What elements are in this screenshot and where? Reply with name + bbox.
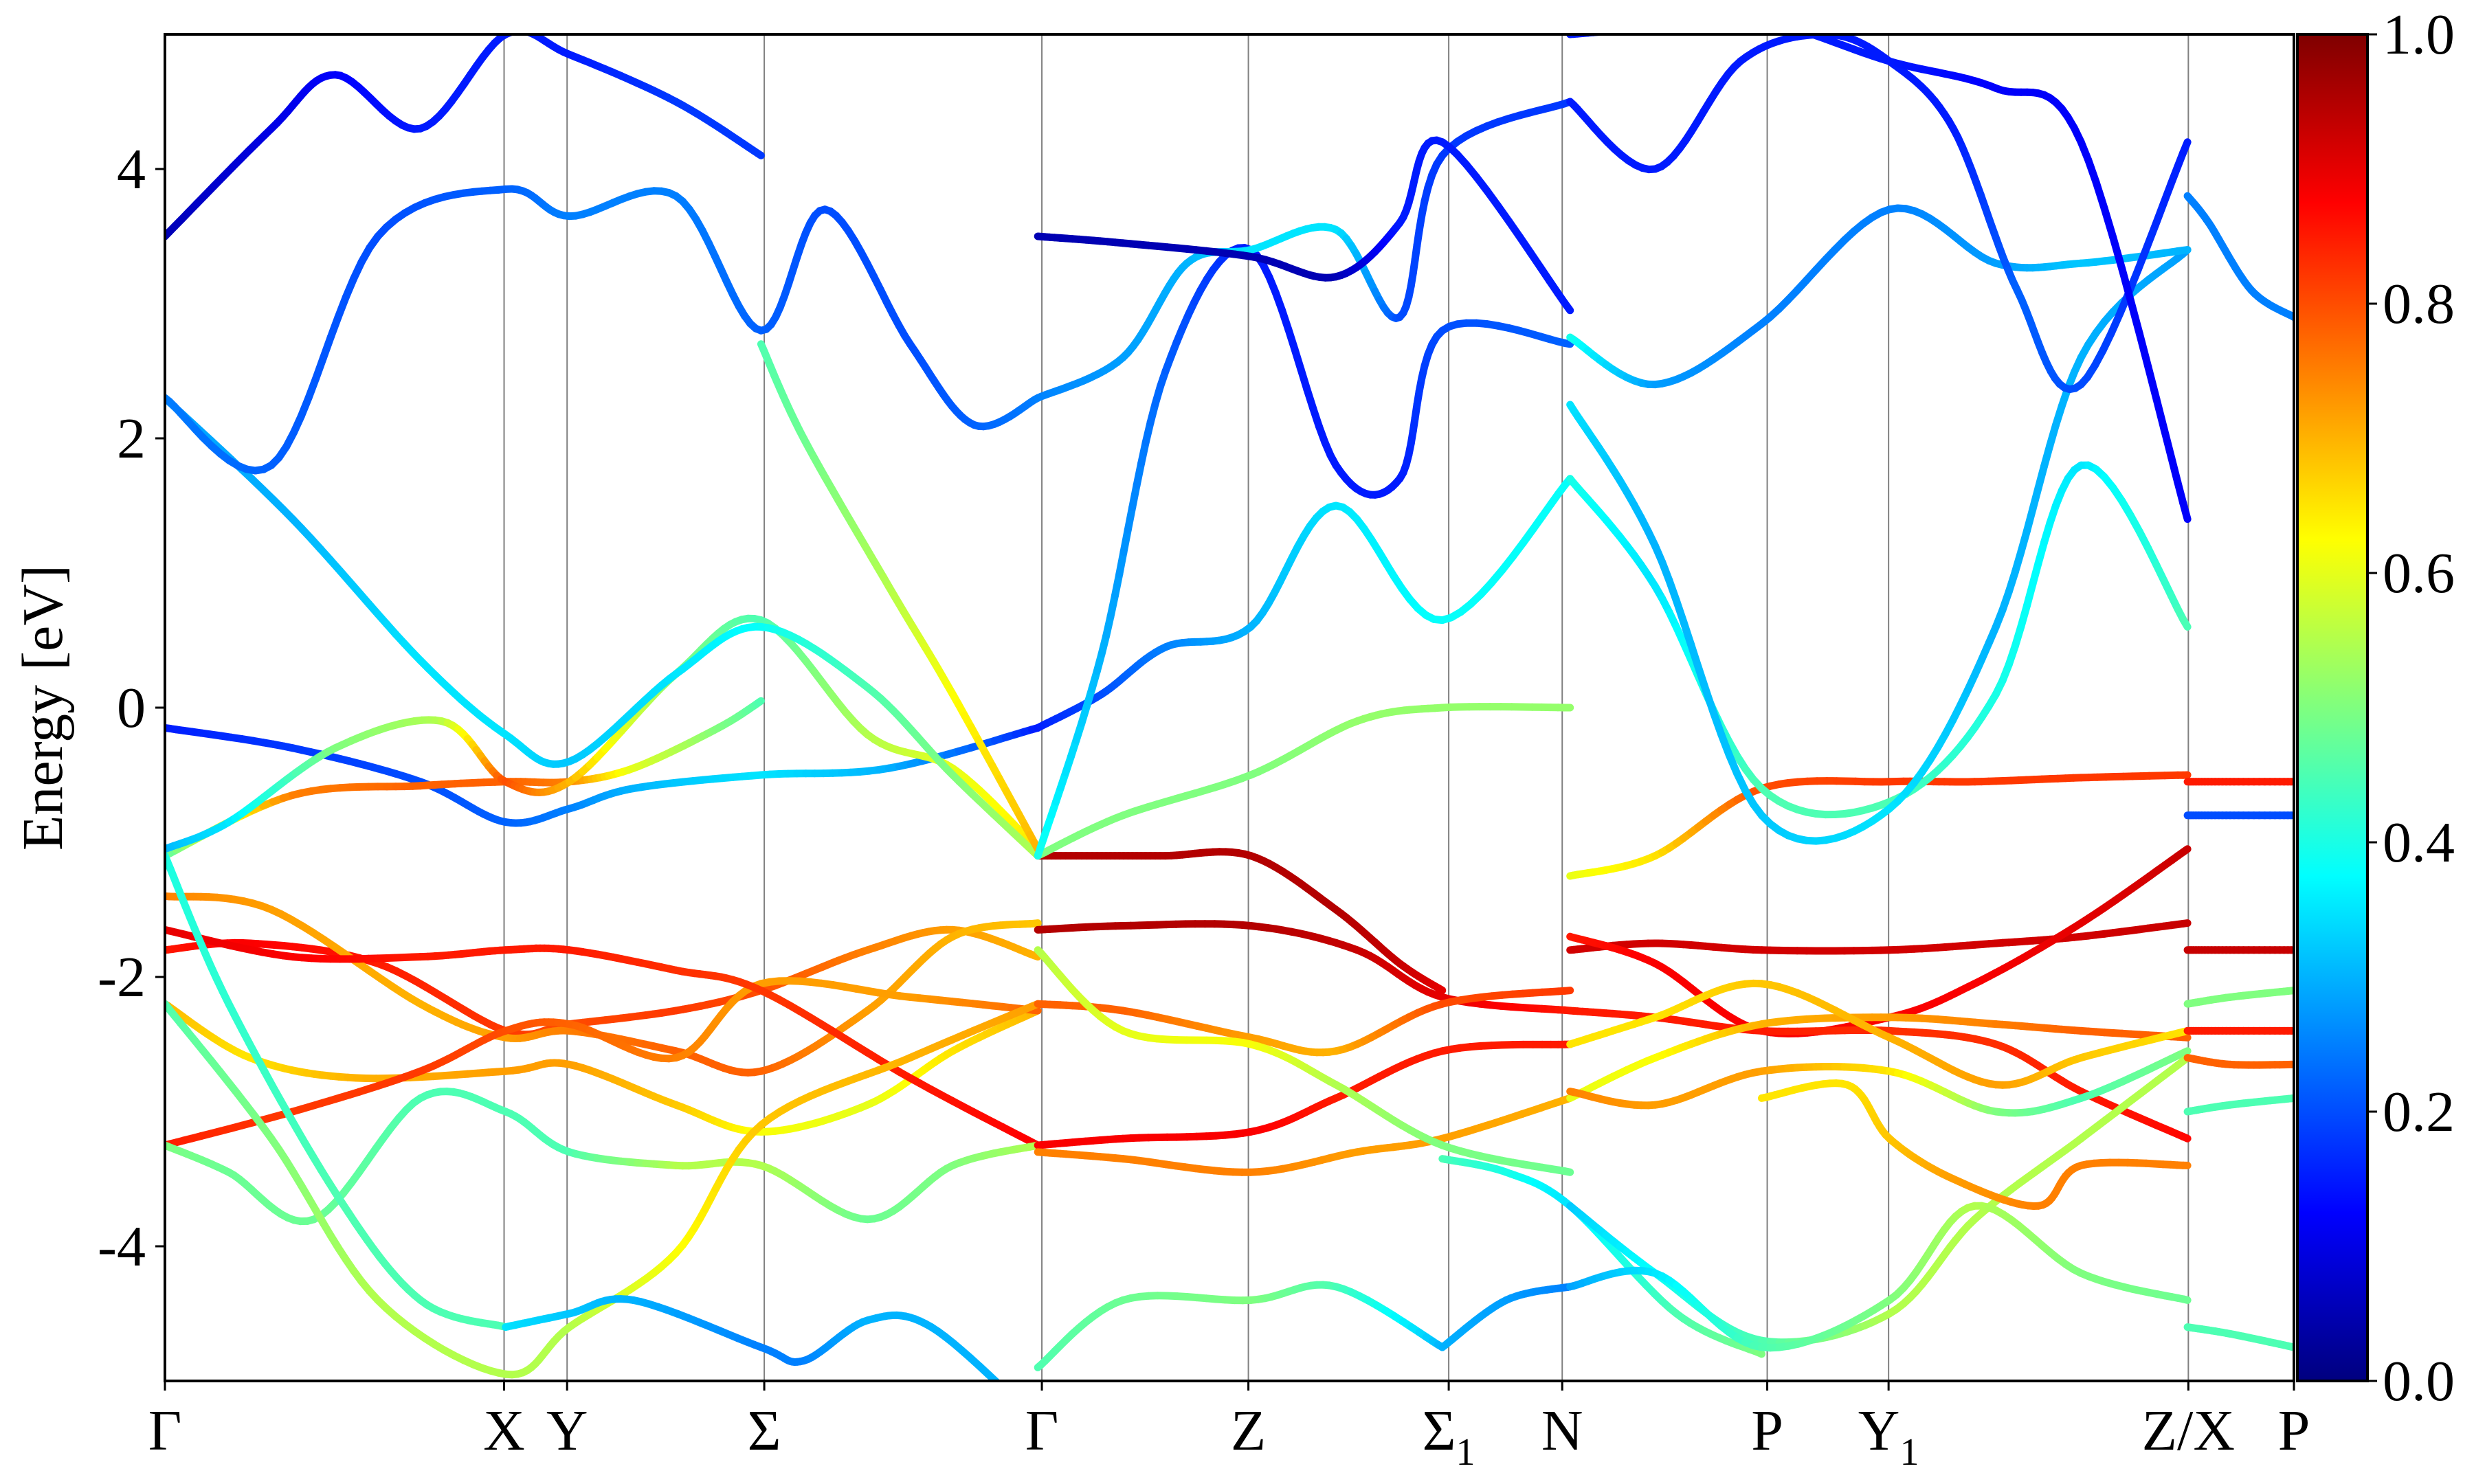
x-tick-label: Y1 bbox=[1858, 1399, 1919, 1474]
x-tick-label: Z/X bbox=[2142, 1399, 2235, 1463]
y-tick-label: -4 bbox=[98, 1215, 146, 1279]
x-tick-label: Y bbox=[546, 1399, 588, 1463]
colorbar-tick-label: 0.4 bbox=[2383, 811, 2455, 875]
band-line bbox=[1034, 1281, 1447, 1371]
band-line bbox=[1034, 136, 1574, 315]
x-tick-label: Z bbox=[1231, 1399, 1266, 1463]
band-line bbox=[502, 1295, 1001, 1381]
band-line bbox=[2183, 1094, 2294, 1116]
x-tick-label: P bbox=[1751, 1399, 1783, 1463]
band-line bbox=[1034, 703, 1574, 860]
x-axis-ticks: Γ X Y Σ Γ Z Σ1 N P Y1 Z/X P bbox=[148, 1381, 2310, 1474]
band-line bbox=[165, 925, 1042, 1039]
band-line bbox=[1034, 1040, 1574, 1149]
band-line bbox=[2183, 1054, 2294, 1069]
band-line bbox=[757, 340, 1042, 853]
colorbar bbox=[2296, 33, 2369, 1382]
band-line bbox=[165, 852, 510, 1331]
band-line bbox=[1566, 845, 2192, 1037]
y-axis-label: Energy [eV] bbox=[11, 565, 75, 851]
band-line bbox=[1034, 244, 1574, 860]
band-line bbox=[1566, 246, 2192, 845]
band-line bbox=[2183, 1323, 2294, 1351]
band-line bbox=[165, 1088, 1042, 1226]
colorbar-ticks: 0.0 0.2 0.4 0.6 0.8 1.0 bbox=[2367, 3, 2455, 1413]
x-tick-label: Σ bbox=[748, 1399, 781, 1463]
band-line bbox=[1034, 848, 1447, 995]
band-line bbox=[1566, 919, 2192, 955]
band-line bbox=[1566, 979, 2192, 1089]
band-line bbox=[1034, 987, 1574, 1057]
band-line bbox=[165, 1000, 1042, 1379]
y-tick-label: -2 bbox=[98, 945, 146, 1009]
colorbar-tick-label: 0.2 bbox=[2383, 1080, 2455, 1144]
x-tick-label: P bbox=[2278, 1399, 2310, 1463]
y-tick-label: 4 bbox=[117, 137, 146, 201]
y-tick-label: 0 bbox=[117, 676, 146, 740]
band-line bbox=[1566, 771, 2192, 880]
band-line bbox=[165, 977, 1042, 1149]
band-line bbox=[165, 892, 1042, 1077]
band-line bbox=[165, 1000, 1042, 1136]
colorbar-tick-label: 0.8 bbox=[2383, 272, 2455, 336]
x-tick-label: Γ bbox=[1025, 1399, 1059, 1463]
band-line bbox=[1438, 1283, 1574, 1351]
colorbar-tick-label: 0.6 bbox=[2383, 541, 2455, 605]
band-line bbox=[1034, 475, 1574, 732]
colorbar-tick-label: 1.0 bbox=[2383, 3, 2455, 67]
x-tick-label: Γ bbox=[148, 1399, 182, 1463]
band-line bbox=[1758, 1079, 2192, 1210]
band-line bbox=[1566, 461, 2192, 819]
band-line bbox=[1566, 34, 2192, 524]
band-line bbox=[1566, 204, 2192, 389]
band-line bbox=[165, 185, 1042, 475]
y-tick-label: 2 bbox=[117, 407, 146, 471]
band-line bbox=[165, 697, 765, 860]
colorbar-tick-label: 0.0 bbox=[2383, 1349, 2455, 1413]
plot-frame bbox=[164, 33, 2295, 1382]
band-line bbox=[1034, 98, 1574, 402]
band-line bbox=[165, 925, 1042, 1149]
band-line bbox=[2183, 987, 2294, 1008]
band-line bbox=[1566, 1202, 2192, 1352]
band-line bbox=[1034, 946, 1574, 1176]
band-line bbox=[1566, 1047, 2192, 1117]
band-line bbox=[165, 394, 1042, 860]
x-tick-label: X bbox=[483, 1399, 525, 1463]
y-axis-ticks: -4 -2 0 2 4 bbox=[98, 137, 165, 1279]
band-line bbox=[165, 614, 1042, 853]
band-line bbox=[2183, 192, 2294, 322]
band-line bbox=[165, 34, 765, 240]
bands bbox=[165, 34, 2294, 1381]
x-tick-label: N bbox=[1541, 1399, 1583, 1463]
x-tick-label: Σ1 bbox=[1423, 1399, 1475, 1474]
band-line bbox=[1438, 1155, 1765, 1358]
band-line bbox=[1034, 1094, 1574, 1176]
